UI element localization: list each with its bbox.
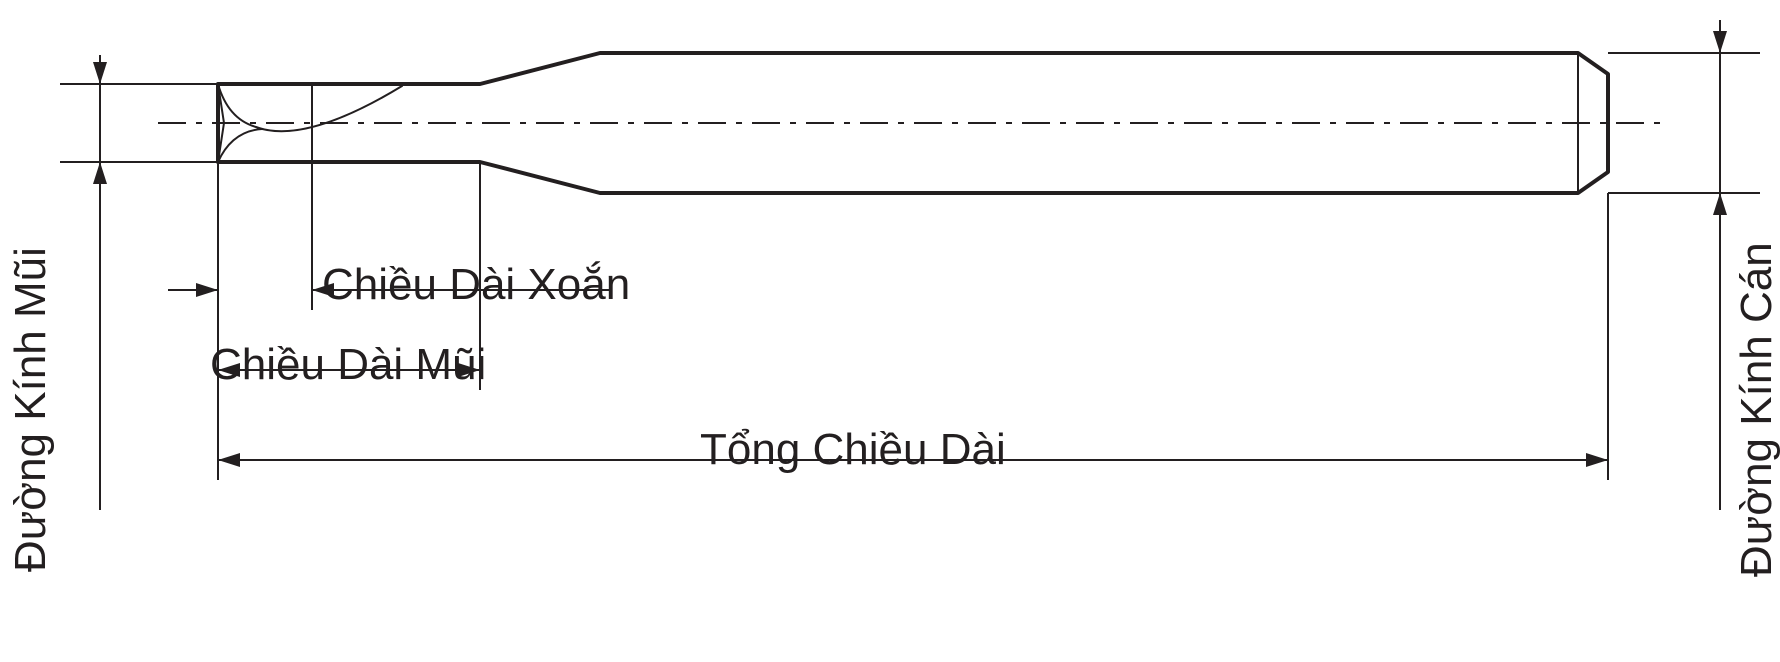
label-shank-diameter: Đường Kính Cán (1732, 200, 1780, 620)
label-neck-length: Chiều Dài Mũi (210, 340, 486, 390)
technical-drawing (0, 0, 1780, 662)
label-total-length: Tổng Chiều Dài (700, 425, 1006, 475)
label-flute-length: Chiều Dài Xoắn (322, 260, 630, 310)
label-tip-diameter: Đường Kính Mũi (6, 200, 56, 620)
